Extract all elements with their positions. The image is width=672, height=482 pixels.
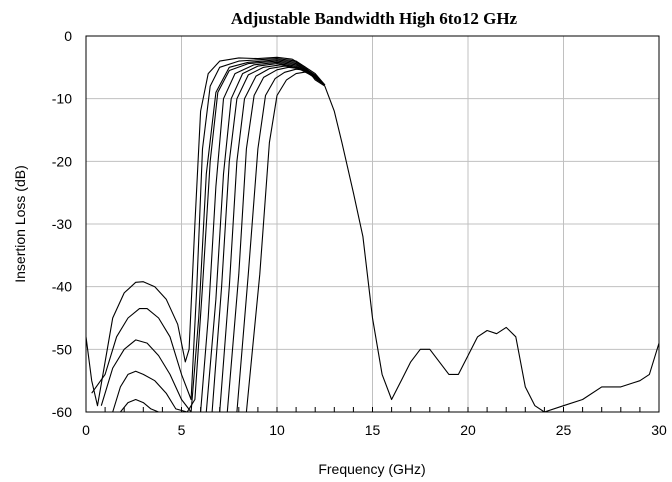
- series-line-1: [86, 56, 659, 412]
- x-tick-label: 25: [556, 422, 572, 438]
- x-tick-label: 30: [651, 422, 667, 438]
- y-tick-label: -40: [52, 279, 72, 295]
- y-tick-label: 0: [64, 28, 72, 44]
- series-line-5: [119, 61, 326, 412]
- y-tick-label: -20: [52, 153, 72, 169]
- y-tick-label: -30: [52, 216, 72, 232]
- series-line-2: [91, 58, 326, 401]
- x-tick-labels: 0 5 10 15 20 25 30: [82, 422, 667, 438]
- series-line-4: [112, 60, 326, 412]
- series-line-10: [236, 68, 326, 412]
- x-tick-label: 0: [82, 422, 90, 438]
- series-line-3: [100, 59, 326, 412]
- x-tick-label: 20: [460, 422, 476, 438]
- chart-title: Adjustable Bandwidth High 6to12 GHz: [231, 9, 518, 28]
- grid: [86, 36, 659, 412]
- series-layer: [86, 56, 659, 412]
- y-axis-label: Insertion Loss (dB): [12, 165, 28, 283]
- y-tick-label: -60: [52, 404, 72, 420]
- x-axis-label: Frequency (GHz): [318, 461, 425, 477]
- x-tick-label: 5: [178, 422, 186, 438]
- series-line-11: [245, 71, 326, 412]
- minor-ticks: [104, 407, 641, 412]
- y-tick-label: -10: [52, 91, 72, 107]
- series-line-8: [219, 65, 326, 412]
- plot-frame: [85, 35, 660, 413]
- y-tick-label: -50: [52, 341, 72, 357]
- x-tick-label: 15: [365, 422, 381, 438]
- x-tick-label: 10: [269, 422, 285, 438]
- y-tick-labels: 0 -10 -20 -30 -40 -50 -60: [52, 28, 72, 420]
